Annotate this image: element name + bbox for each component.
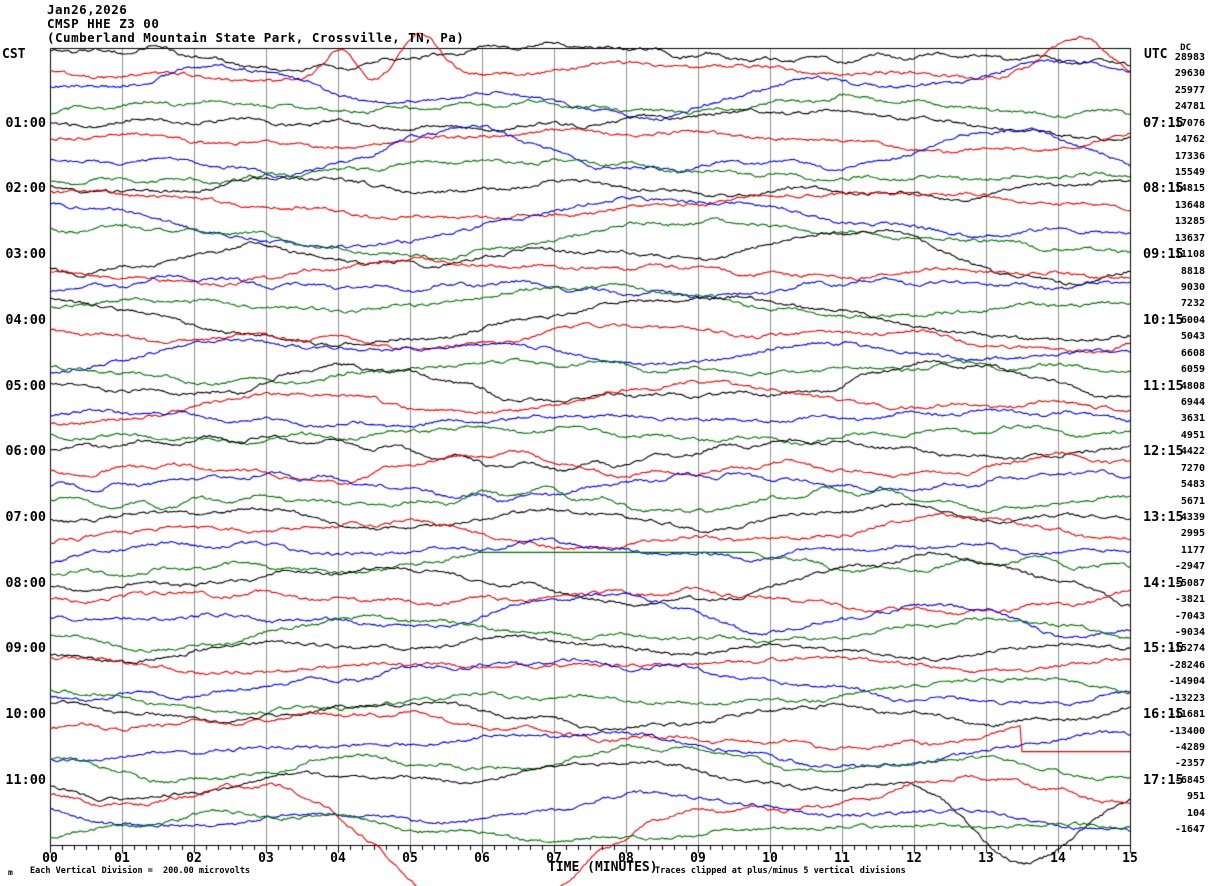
x-tick-label: 12	[906, 851, 922, 866]
left-axis-timezone-label: CST	[2, 47, 26, 62]
utc-hour-label: 16:15	[1143, 706, 1184, 723]
dc-value: -28246	[1168, 659, 1205, 671]
dc-value: 5043	[1180, 331, 1205, 343]
dc-value: 7270	[1180, 462, 1205, 474]
dc-value: 9030	[1180, 282, 1205, 294]
utc-hour-label: 10:15	[1143, 311, 1184, 328]
dc-value: 14762	[1174, 134, 1205, 146]
dc-value: -13223	[1168, 692, 1205, 704]
utc-hour-label: 13:15	[1143, 509, 1184, 526]
x-tick-label: 00	[42, 851, 58, 866]
x-tick-label: 07	[546, 851, 562, 866]
cst-hour-label: 08:00	[5, 574, 46, 591]
dc-value: 7232	[1180, 298, 1205, 310]
dc-value: 6608	[1180, 347, 1205, 359]
dc-value: -3821	[1174, 594, 1205, 606]
dc-value: 951	[1186, 791, 1205, 803]
utc-hour-label: 12:15	[1143, 443, 1184, 460]
dc-value: 4422	[1180, 446, 1205, 458]
dc-value: -14904	[1168, 676, 1205, 688]
x-tick-label: 01	[114, 851, 130, 866]
dc-value: -11681	[1168, 709, 1205, 721]
utc-hour-label: 17:15	[1143, 771, 1184, 788]
x-tick-label: 14	[1050, 851, 1066, 866]
x-tick-label: 08	[618, 851, 634, 866]
cst-hour-label: 02:00	[5, 180, 46, 197]
dc-value: 104	[1186, 807, 1205, 819]
dc-value: 2995	[1180, 528, 1205, 540]
dc-value: -2947	[1174, 561, 1205, 573]
x-axis-title: TIME (MINUTES)	[548, 860, 658, 875]
dc-value: 24781	[1174, 101, 1205, 113]
dc-value: 17336	[1174, 150, 1205, 162]
x-tick-label: 10	[762, 851, 778, 866]
cst-hour-label: 09:00	[5, 640, 46, 657]
dc-value: 6059	[1180, 364, 1205, 376]
dc-value: 14815	[1174, 183, 1205, 195]
dc-value: 1177	[1180, 544, 1205, 556]
cst-hour-label: 04:00	[5, 311, 46, 328]
header-station-location: (Cumberland Mountain State Park, Crossvi…	[47, 30, 465, 45]
utc-hour-label: 08:15	[1143, 180, 1184, 197]
header-station-code: CMSP HHE Z3 00	[47, 16, 160, 31]
dc-value: -2357	[1174, 758, 1205, 770]
dc-value: 25977	[1174, 84, 1205, 96]
dc-value: -5087	[1174, 577, 1205, 589]
dc-value: 5483	[1180, 479, 1205, 491]
cst-hour-label: 07:00	[5, 509, 46, 526]
x-tick-label: 05	[402, 851, 418, 866]
right-axis-timezone-label: UTC	[1144, 47, 1168, 62]
vertical-scale-note: Each Vertical Division = 200.00 microvol…	[30, 866, 251, 876]
cst-hour-label: 05:00	[5, 377, 46, 394]
dc-value: -4289	[1174, 742, 1205, 754]
dc-value: 13648	[1174, 199, 1205, 211]
dc-value: 28983	[1174, 52, 1205, 63]
dc-value: 29630	[1174, 68, 1205, 80]
dc-value: -7043	[1174, 610, 1205, 622]
cst-hour-label: 11:00	[5, 771, 46, 788]
cst-hour-label: 06:00	[5, 443, 46, 460]
x-tick-label: 02	[186, 851, 202, 866]
utc-hour-label: 07:15	[1143, 114, 1184, 131]
utc-hour-label: 09:15	[1143, 246, 1184, 263]
dc-value: 4951	[1180, 429, 1205, 441]
utc-hour-label: 14:15	[1143, 574, 1184, 591]
dc-value: 4339	[1180, 512, 1205, 524]
dc-value: 8818	[1180, 265, 1205, 277]
x-tick-label: 03	[258, 851, 274, 866]
x-tick-label: 04	[330, 851, 346, 866]
dc-value: -13400	[1168, 725, 1205, 737]
utc-hour-label: 15:15	[1143, 640, 1184, 657]
cst-hour-label: 10:00	[5, 706, 46, 723]
utc-hour-label: 11:15	[1143, 377, 1184, 394]
x-tick-label: 13	[978, 851, 994, 866]
dc-value: 5671	[1180, 495, 1205, 507]
dc-value: 13285	[1174, 216, 1205, 228]
dc-value: 4808	[1180, 380, 1205, 392]
dc-column-label: DC	[1180, 43, 1191, 53]
cst-hour-label: 01:00	[5, 114, 46, 131]
x-tick-label: 11	[834, 851, 850, 866]
clipping-note: Traces clipped at plus/minus 5 vertical …	[655, 866, 906, 876]
dc-value: 3631	[1180, 413, 1205, 425]
dc-value: 6944	[1180, 397, 1205, 409]
dc-value: 15549	[1174, 167, 1205, 178]
dc-value: 11108	[1174, 249, 1205, 261]
x-tick-label: 15	[1122, 851, 1138, 866]
dc-value: -1647	[1174, 824, 1205, 836]
logo-glyph: m	[8, 868, 13, 877]
x-tick-label: 06	[474, 851, 490, 866]
dc-value: 6004	[1180, 314, 1205, 326]
dc-value: -15274	[1168, 643, 1205, 655]
header-date: Jan26,2026	[47, 2, 128, 17]
dc-value: 17076	[1174, 117, 1205, 129]
dc-value: -6845	[1174, 774, 1205, 786]
cst-hour-label: 03:00	[5, 246, 46, 263]
dc-value: 13637	[1174, 232, 1205, 244]
dc-value: -9034	[1174, 627, 1205, 639]
x-tick-label: 09	[690, 851, 706, 866]
